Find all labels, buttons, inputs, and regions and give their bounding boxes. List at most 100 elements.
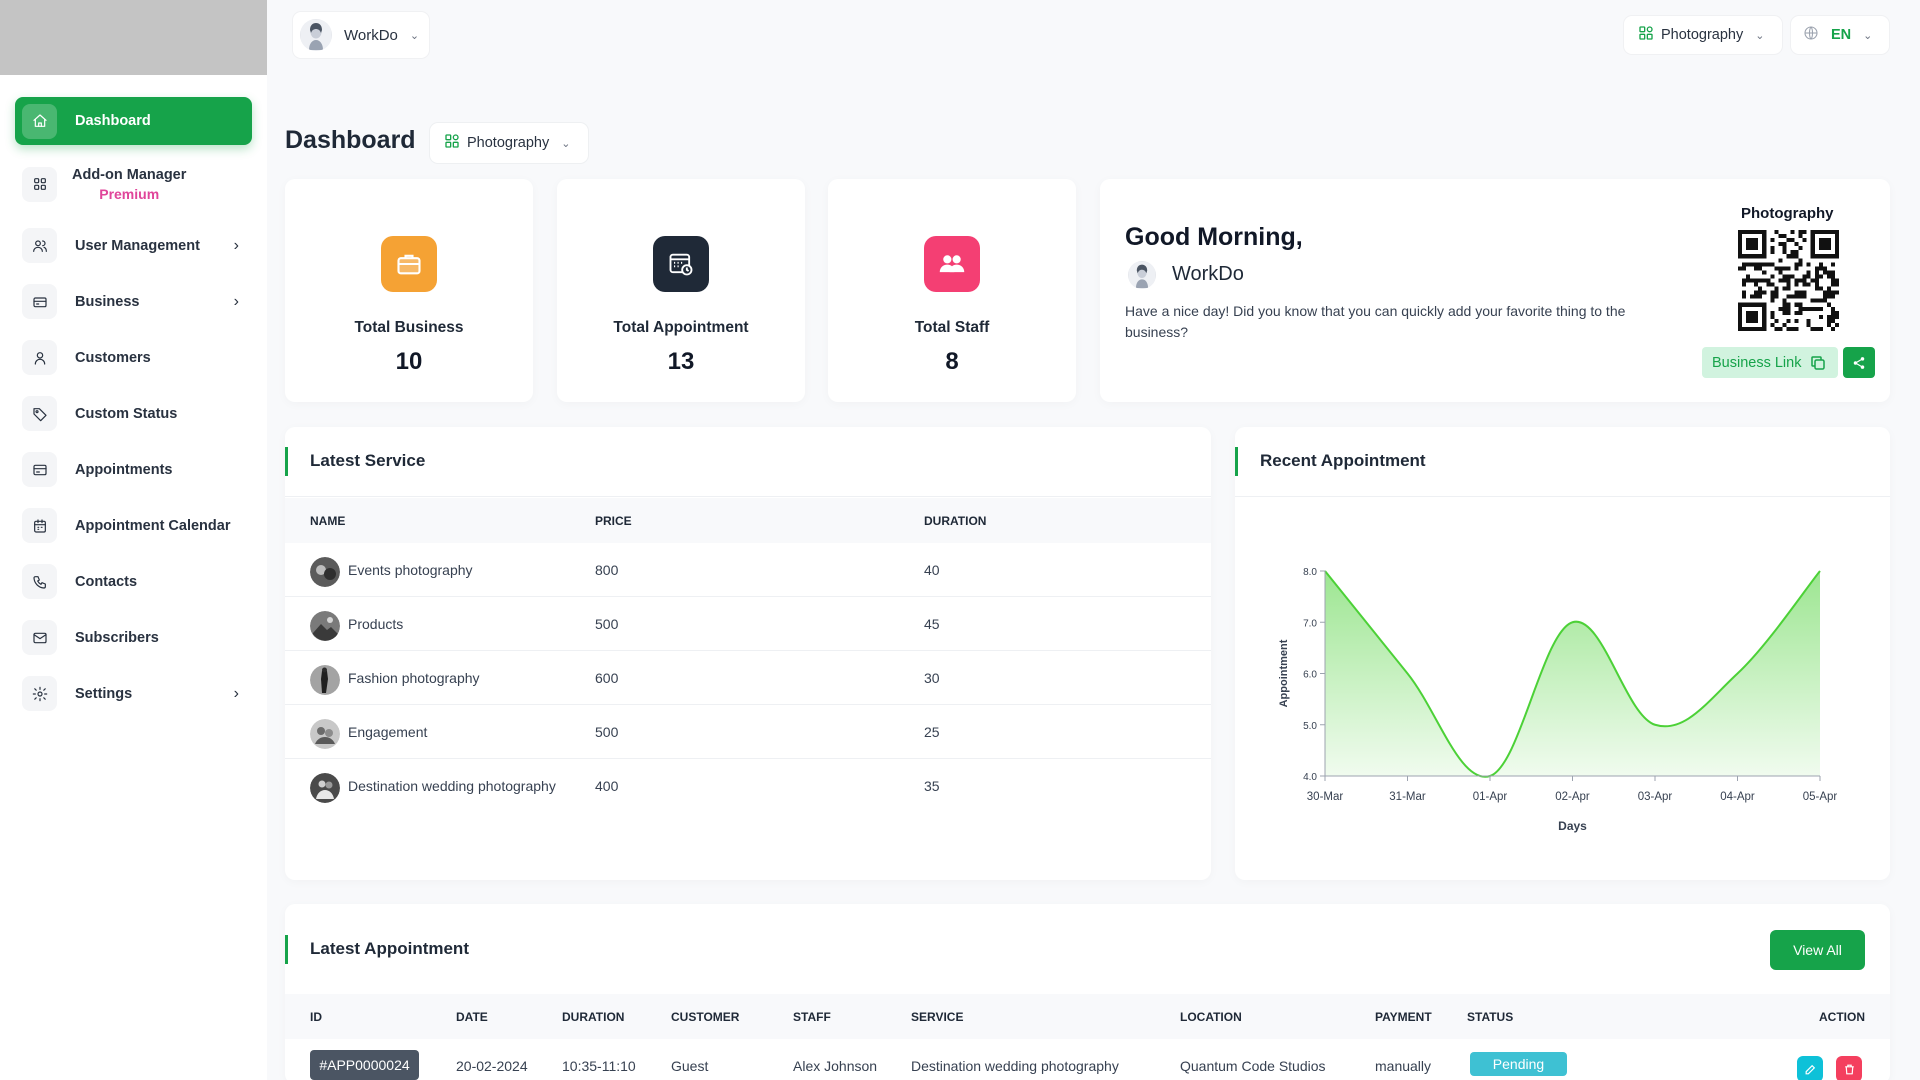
sidebar-item-label: Add-on Manager <box>72 166 187 183</box>
phone-icon <box>22 564 57 599</box>
share-button[interactable] <box>1843 347 1875 378</box>
section-header: Recent Appointment <box>1235 427 1890 497</box>
service-price: 800 <box>595 562 619 578</box>
service-thumbnail <box>310 665 340 695</box>
latest-appointment-card: Latest Appointment View All ID DATE DURA… <box>285 904 1890 1080</box>
service-duration: 45 <box>924 616 940 632</box>
stat-card-total-staff: Total Staff 8 <box>828 179 1076 402</box>
delete-button[interactable] <box>1836 1056 1862 1080</box>
x-tick-label: 03-Apr <box>1638 791 1673 803</box>
chevron-right-icon: › <box>233 236 239 254</box>
column-header-price: PRICE <box>595 514 632 528</box>
chart-area-fill <box>1325 571 1820 777</box>
sidebar-item-user-management[interactable]: User Management › <box>15 221 252 270</box>
globe-icon <box>1803 25 1819 46</box>
view-all-button[interactable]: View All <box>1770 930 1865 970</box>
page-business-selector[interactable]: Photography ⌄ <box>430 123 588 163</box>
user-icon <box>22 340 57 375</box>
briefcase-icon <box>22 284 57 319</box>
user-menu[interactable]: WorkDo ⌄ <box>293 12 429 58</box>
section-title: Latest Appointment <box>310 939 469 958</box>
recent-appointment-card: Recent Appointment 4.0 5.0 6.0 7.0 8.0 30-Mar… <box>1235 427 1890 880</box>
x-tick-label: 05-Apr <box>1803 791 1838 803</box>
language-switcher[interactable]: EN ⌄ <box>1791 16 1889 54</box>
language-label: EN <box>1831 27 1852 43</box>
welcome-user-name: WorkDo <box>1172 263 1244 285</box>
greeting: Good Morning, <box>1125 223 1303 251</box>
y-tick-label: 4.0 <box>1303 772 1317 783</box>
welcome-message: Have a nice day! Did you know that you c… <box>1125 303 1626 340</box>
sidebar-item-label: Appointments <box>75 461 173 478</box>
user-name: WorkDo <box>344 26 398 44</box>
service-name: Events photography <box>348 562 473 578</box>
sidebar-item-label: Appointment Calendar <box>75 517 231 534</box>
service-duration: 25 <box>924 724 940 740</box>
service-price: 400 <box>595 778 619 794</box>
sidebar-item-label: Dashboard <box>75 113 151 129</box>
stat-value: 10 <box>395 348 423 375</box>
business-switcher[interactable]: Photography ⌄ <box>1624 16 1782 54</box>
service-thumbnail <box>310 557 340 587</box>
sidebar-item-dashboard[interactable]: Dashboard <box>15 97 252 145</box>
service-name: Fashion photography <box>348 670 480 686</box>
table-row: Products 500 45 <box>285 598 1211 651</box>
appointment-customer: Guest <box>671 1058 709 1074</box>
section-accent <box>285 447 288 476</box>
sidebar: Dashboard Add-on Manager Premium User Ma… <box>0 0 267 1080</box>
x-tick-label: 02-Apr <box>1555 791 1590 803</box>
appointment-id[interactable]: #APP0000024 <box>310 1050 419 1080</box>
sidebar-item-custom-status[interactable]: Custom Status <box>15 389 252 438</box>
section-header: Latest Service <box>285 427 1211 497</box>
sidebar-item-label: Business <box>75 293 140 310</box>
edit-button[interactable] <box>1797 1056 1823 1080</box>
sidebar-item-label: Subscribers <box>75 629 159 646</box>
column-header-service: SERVICE <box>911 1010 964 1024</box>
qr-title: Photography <box>1741 205 1834 222</box>
x-tick-label: 30-Mar <box>1307 791 1344 803</box>
sidebar-item-business[interactable]: Business › <box>15 277 252 326</box>
section-accent <box>1235 447 1238 476</box>
business-link-button[interactable]: Business Link <box>1702 347 1838 378</box>
column-header-name: NAME <box>310 514 346 528</box>
section-header: Latest Appointment <box>285 904 1890 994</box>
service-duration: 40 <box>924 562 940 578</box>
calendar-icon <box>22 508 57 543</box>
stat-value: 8 <box>945 348 959 375</box>
stat-label: Total Staff <box>914 319 990 336</box>
column-header-duration: DURATION <box>562 1010 625 1024</box>
status-badge: Pending <box>1470 1052 1567 1076</box>
stat-label: Total Appointment <box>613 319 749 336</box>
addon-text: Add-on Manager Premium <box>72 167 186 202</box>
service-thumbnail <box>310 719 340 749</box>
grid-icon <box>22 166 57 202</box>
sidebar-item-appointment-calendar[interactable]: Appointment Calendar <box>15 501 252 550</box>
sidebar-item-appointments[interactable]: Appointments <box>15 445 252 494</box>
briefcase-icon <box>381 236 437 292</box>
gear-icon <box>22 676 57 711</box>
chevron-down-icon: ⌄ <box>1863 29 1873 42</box>
x-axis-label: Days <box>1558 819 1587 833</box>
column-header-customer: CUSTOMER <box>671 1010 740 1024</box>
premium-badge: Premium <box>99 185 160 202</box>
y-tick-label: 6.0 <box>1303 670 1317 681</box>
sidebar-item-settings[interactable]: Settings › <box>15 669 252 718</box>
sidebar-item-customers[interactable]: Customers <box>15 333 252 382</box>
section-title: Recent Appointment <box>1260 451 1426 470</box>
chevron-right-icon: › <box>233 684 239 702</box>
copy-icon <box>1811 355 1826 370</box>
welcome-card: Good Morning, WorkDo Have a nice day! Di… <box>1100 179 1890 402</box>
column-header-date: DATE <box>456 1010 488 1024</box>
sidebar-item-contacts[interactable]: Contacts <box>15 557 252 606</box>
y-tick-label: 7.0 <box>1303 618 1317 629</box>
sidebar-item-label: Customers <box>75 349 151 366</box>
service-name: Destination wedding photography <box>348 778 556 794</box>
users-icon <box>22 228 57 263</box>
sidebar-item-subscribers[interactable]: Subscribers <box>15 613 252 662</box>
service-name: Engagement <box>348 724 428 740</box>
section-accent <box>285 935 288 964</box>
service-duration: 35 <box>924 778 940 794</box>
x-tick-label: 01-Apr <box>1473 791 1508 803</box>
y-tick-label: 8.0 <box>1303 567 1317 578</box>
table-row: Engagement 500 25 <box>285 706 1211 759</box>
sidebar-item-addon-manager[interactable]: Add-on Manager Premium <box>15 154 252 214</box>
